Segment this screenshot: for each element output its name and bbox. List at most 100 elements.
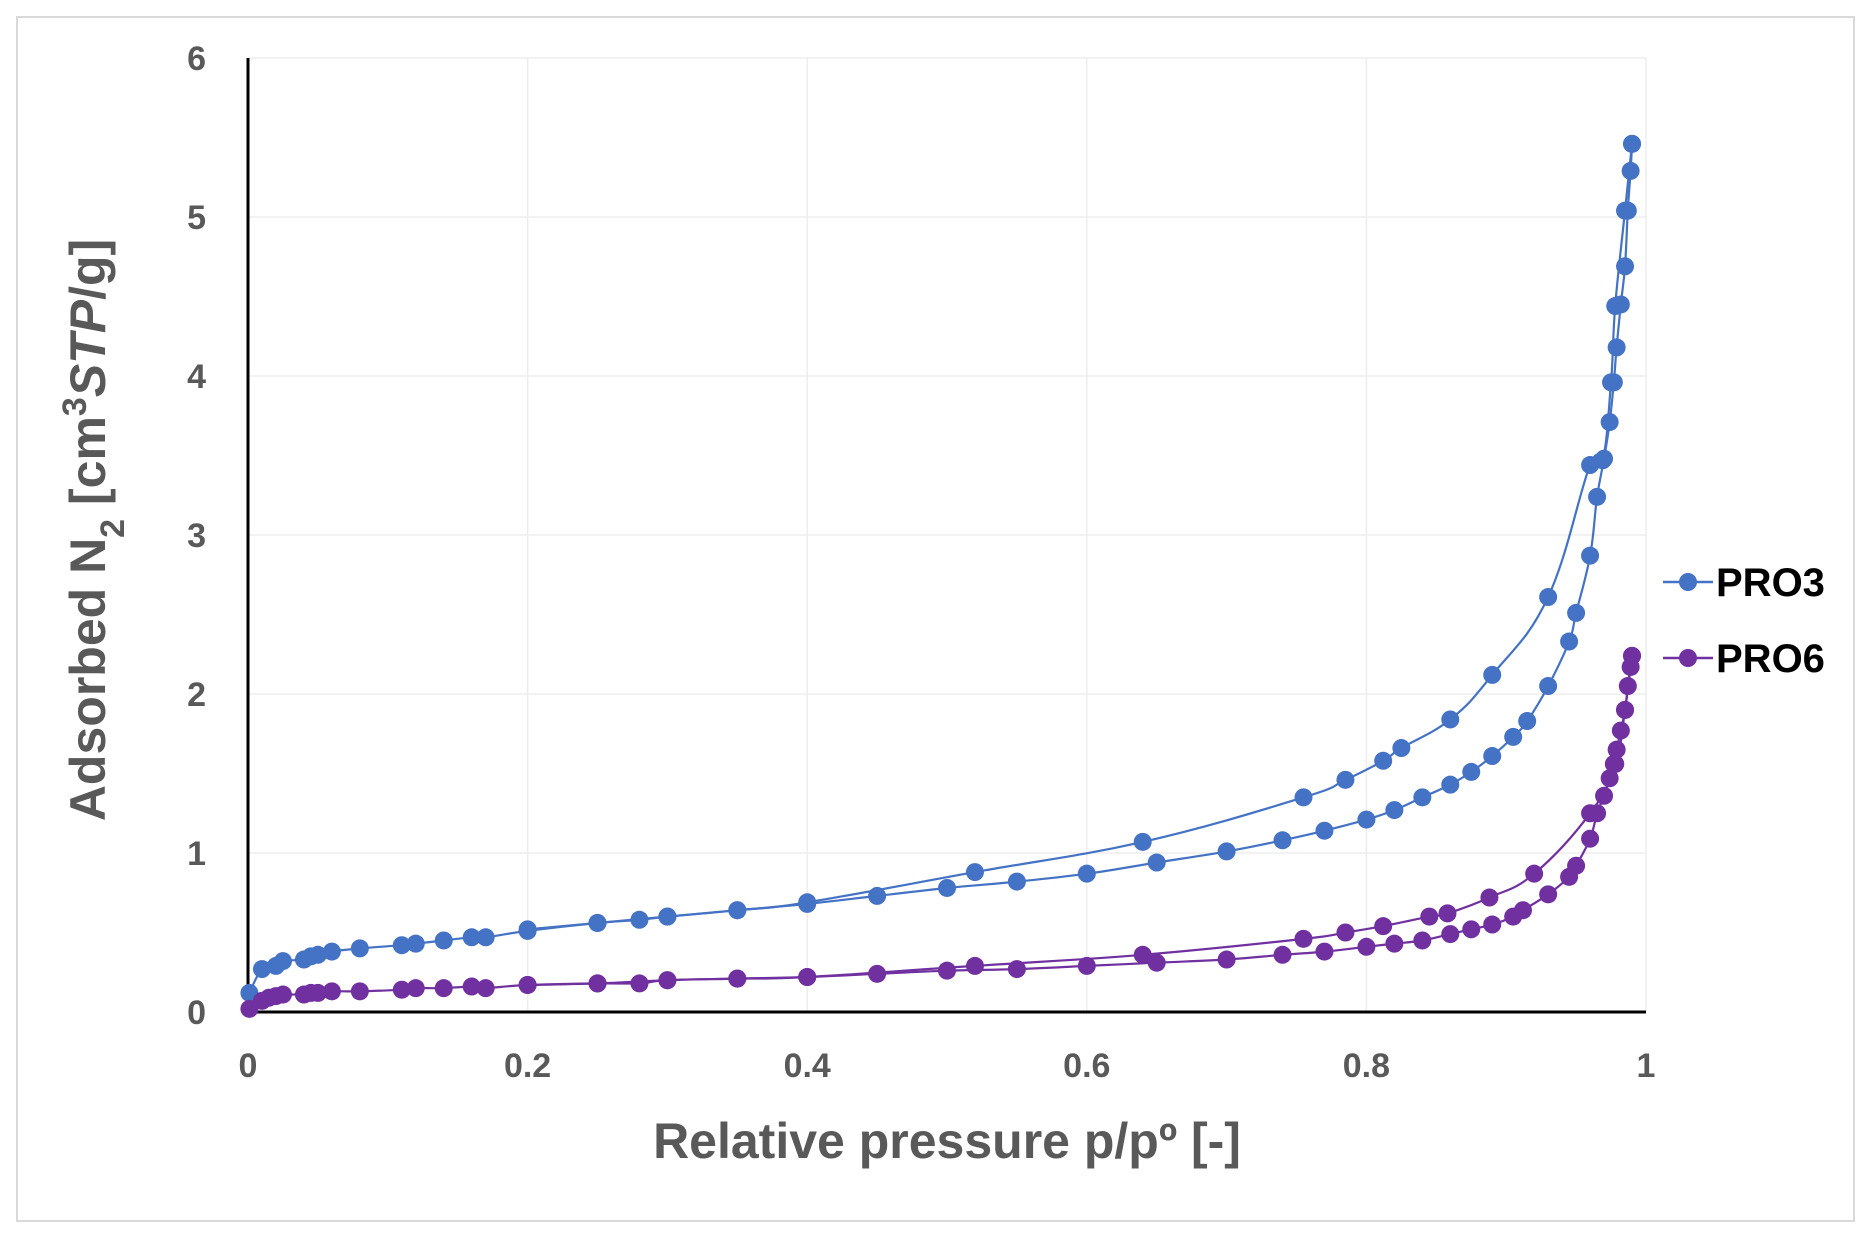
pro3-adsorption-point: [252, 960, 271, 979]
legend-pro3-label: PRO3: [1716, 561, 1825, 605]
pro6-adsorption-point: [1007, 960, 1026, 979]
pro6-adsorption-point: [406, 979, 425, 998]
pro3-adsorption-point: [1504, 727, 1523, 746]
pro6-adsorption-point: [434, 979, 453, 998]
y-axis-title-subscript: 2: [94, 519, 132, 538]
y-tick-label: 0: [187, 994, 206, 1032]
pro3-adsorption-point: [308, 945, 327, 964]
pro3-adsorption-point: [1357, 810, 1376, 829]
pro3-desorption-point: [1581, 456, 1600, 475]
pro3-desorption-point: [1336, 770, 1355, 789]
pro3-desorption-point: [965, 863, 984, 882]
pro3-adsorption-point: [1147, 853, 1166, 872]
x-tick-label: 0.4: [784, 1047, 831, 1085]
pro3-adsorption-point: [1600, 413, 1619, 432]
pro6-desorption-point: [1581, 804, 1600, 823]
pro6-adsorption-point: [1618, 677, 1637, 696]
y-tick-label: 5: [187, 199, 206, 237]
pro6-adsorption-point: [350, 982, 369, 1001]
y-axis-title-italic: STP: [60, 299, 116, 397]
pro3-desorption-point: [1539, 588, 1558, 607]
pro6-desorption-point: [1623, 646, 1642, 665]
pro6-adsorption-point: [1385, 934, 1404, 953]
pro3-adsorption-point: [1616, 257, 1635, 276]
pro3-adsorption-point: [1581, 546, 1600, 565]
pro3-adsorption-point: [322, 942, 341, 961]
pro3-desorption-point: [1602, 373, 1621, 392]
x-tick-label: 0.6: [1063, 1047, 1110, 1085]
pro6-adsorption-point: [1483, 915, 1502, 934]
pro3-desorption-point: [728, 901, 747, 920]
pro6-desorption-point: [1606, 754, 1625, 773]
pro6-adsorption-line: [248, 655, 1634, 1010]
pro3-adsorption-point: [1621, 161, 1640, 180]
pro3-adsorption-point: [1273, 831, 1292, 850]
pro6-adsorption-point: [630, 974, 649, 993]
pro6-adsorption-point: [1441, 925, 1460, 944]
x-tick-label: 0.8: [1343, 1047, 1390, 1085]
pro6-adsorption-point: [1513, 901, 1532, 920]
pro6-adsorption-point: [392, 980, 411, 999]
y-tick-label: 4: [187, 358, 206, 396]
pro3-adsorption-point: [1413, 788, 1432, 807]
pro6-adsorption-point: [322, 982, 341, 1001]
pro6-adsorption-point: [476, 979, 495, 998]
pro6-desorption-point: [588, 974, 607, 993]
pro3-desorption-point: [1483, 665, 1502, 684]
pro3-adsorption-point: [1217, 842, 1236, 861]
pro3-desorption-line: [527, 143, 1634, 931]
pro3-adsorption-point: [392, 936, 411, 955]
pro6-desorption-point: [798, 968, 817, 987]
pro3-adsorption-point: [462, 928, 481, 947]
y-axis-title-main: Adsorbed N: [60, 538, 116, 821]
legend-pro6-marker: [1679, 649, 1697, 667]
pro6-adsorption-point: [1595, 786, 1614, 805]
pro3-adsorption-point: [1607, 338, 1626, 357]
pro3-desorption-point: [1294, 788, 1313, 807]
x-tick-label: 1: [1637, 1047, 1656, 1085]
pro6-desorption-point: [1420, 907, 1439, 926]
pro6-adsorption-point: [273, 985, 292, 1004]
pro3-desorption-point: [1623, 134, 1642, 153]
pro3-desorption-point: [1392, 739, 1411, 758]
pro3-adsorption-point: [1007, 872, 1026, 891]
pro3-desorption-point: [1374, 751, 1393, 770]
pro6-adsorption-point: [1581, 829, 1600, 848]
pro3-desorption-point: [798, 893, 817, 912]
pro6-desorption-point: [1374, 917, 1393, 936]
y-axis-title-tail: /g]: [60, 239, 116, 300]
pro6-adsorption-point: [1600, 769, 1619, 788]
legend-pro3-marker: [1679, 573, 1697, 591]
pro3-adsorption-point: [1462, 762, 1481, 781]
pro6-adsorption-point: [868, 964, 887, 983]
pro6-desorption-point: [728, 969, 747, 988]
pro3-adsorption-point: [1315, 821, 1334, 840]
y-tick-label: 1: [187, 835, 206, 873]
pro6-adsorption-point: [1357, 937, 1376, 956]
pro3-adsorption-point: [273, 952, 292, 971]
pro3-adsorption-point: [1077, 864, 1096, 883]
gridlines: [248, 57, 1647, 1012]
pro6-adsorption-point: [1462, 920, 1481, 939]
pro3-desorption-point: [588, 913, 607, 932]
pro6-desorption-point: [1616, 700, 1635, 719]
pro6-adsorption-point: [1539, 885, 1558, 904]
x-tick-labels: 0 0.2 0.4 0.6 0.8 1: [239, 1047, 1656, 1085]
pro3-adsorption-point: [938, 878, 956, 897]
pro3-adsorption-point: [1567, 603, 1586, 622]
pro3-adsorption-point: [1441, 775, 1460, 794]
pro6-desorption-point: [518, 975, 537, 994]
y-tick-label: 2: [187, 676, 206, 714]
x-tick-label: 0: [239, 1047, 258, 1085]
legend: PRO3 PRO6: [1663, 561, 1825, 681]
pro6-adsorption-point: [1217, 950, 1236, 969]
y-tick-label: 3: [187, 517, 206, 555]
pro6-desorption-point: [1336, 923, 1355, 942]
pro3-adsorption-point: [630, 910, 649, 929]
pro6-adsorption-point: [1315, 942, 1334, 961]
pro6-adsorption-point: [938, 961, 956, 980]
pro3-adsorption-point: [868, 886, 887, 905]
y-axis-title-superscript: 3: [56, 397, 94, 416]
pro6-adsorption-point: [1273, 945, 1292, 964]
